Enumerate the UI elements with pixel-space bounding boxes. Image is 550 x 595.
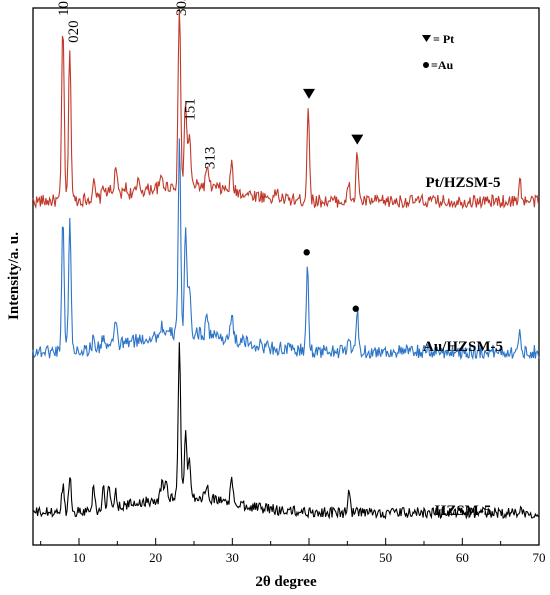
- series-labels: Pt/HZSM-5 Au/HZSM-5 HZSM-5: [423, 175, 503, 519]
- peak-labels: 101 020 303 151 313: [56, 0, 218, 169]
- plot-area: 10 20 30 40 50 60 70 101 020 303 151 313 Pt/HZSM-5…: [32, 0, 546, 565]
- peak-label: 020: [66, 20, 82, 43]
- legend-triangle-marker: [422, 35, 431, 42]
- pt-peak-marker: [303, 88, 315, 99]
- y-axis-title: Intensity/a. u.: [6, 232, 22, 320]
- series-group: [32, 8, 540, 520]
- peak-label: 303: [174, 0, 190, 16]
- au-peak-marker: [303, 249, 310, 256]
- legend-pt-text: = Pt: [433, 32, 454, 46]
- x-tick-label: 40: [303, 550, 316, 565]
- series-line-2: [32, 342, 540, 520]
- x-tick-label: 10: [73, 550, 86, 565]
- legend-au-text: =Au: [431, 58, 454, 72]
- x-axis-title: 2θ degree: [255, 574, 317, 590]
- series-label-0: Pt/HZSM-5: [426, 175, 501, 191]
- x-tick-label: 20: [149, 550, 162, 565]
- legend-dot-marker: [423, 62, 429, 68]
- x-tick-label: 50: [379, 550, 392, 565]
- x-tick-label: 60: [456, 550, 469, 565]
- peak-label: 151: [182, 98, 198, 121]
- series-line-1: [32, 138, 540, 361]
- pt-peak-marker: [351, 134, 364, 145]
- peak-label: 313: [202, 147, 218, 170]
- series-label-2: HZSM-5: [435, 503, 492, 519]
- peak-markers: [303, 88, 364, 312]
- peak-label: 101: [56, 0, 72, 16]
- x-tick-label: 30: [226, 550, 239, 565]
- x-axis-ticks: 10 20 30 40 50 60 70: [40, 538, 546, 565]
- legend: = Pt =Au: [422, 32, 454, 72]
- plot-frame: [32, 7, 540, 546]
- series-label-1: Au/HZSM-5: [423, 339, 503, 355]
- au-peak-marker: [352, 305, 359, 312]
- x-tick-label: 70: [533, 550, 546, 565]
- series-line-0: [32, 8, 540, 210]
